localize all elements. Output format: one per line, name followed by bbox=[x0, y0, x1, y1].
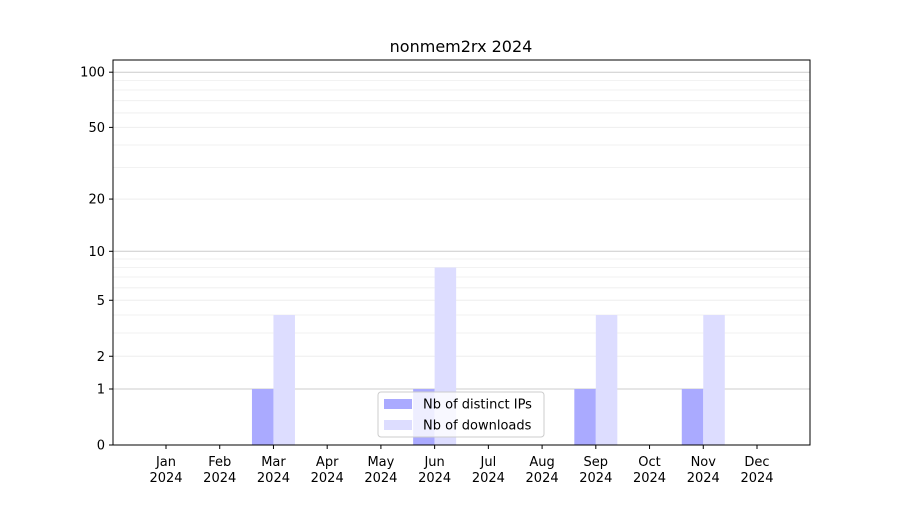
x-tick-label: Dec bbox=[744, 455, 769, 470]
y-tick-label: 100 bbox=[80, 66, 105, 81]
bar-downloads bbox=[703, 314, 725, 445]
x-tick-label: 2024 bbox=[472, 471, 505, 486]
x-tick-label: 2024 bbox=[311, 471, 344, 486]
bar-distinct-ips bbox=[681, 389, 704, 445]
x-axis: Jan2024Feb2024Mar2024Apr2024May2024Jun20… bbox=[149, 445, 774, 486]
y-axis: 0 1 2 5 10 20 50 100 bbox=[80, 66, 113, 454]
chart-title: nonmem2rx 2024 bbox=[390, 37, 533, 56]
plot-frame bbox=[112, 59, 811, 446]
x-tick-label: 2024 bbox=[687, 471, 720, 486]
x-tick-label: 2024 bbox=[257, 471, 290, 486]
y-tick-label: 50 bbox=[88, 121, 105, 136]
x-tick-label: Nov bbox=[691, 455, 717, 470]
x-tick-label: 2024 bbox=[526, 471, 559, 486]
legend: Nb of distinct IPs Nb of downloads bbox=[377, 391, 545, 438]
bar-downloads bbox=[595, 314, 618, 445]
x-tick-label: Feb bbox=[208, 455, 231, 470]
bar-distinct-ips bbox=[574, 389, 596, 445]
x-tick-label: Jun bbox=[423, 455, 444, 470]
x-tick-label: 2024 bbox=[633, 471, 666, 486]
y-tick-label: 5 bbox=[97, 294, 105, 309]
x-tick-label: Jul bbox=[480, 455, 497, 470]
legend-swatch bbox=[384, 420, 412, 430]
x-tick-label: 2024 bbox=[149, 471, 182, 486]
x-tick-label: Oct bbox=[638, 455, 660, 470]
x-tick-label: May bbox=[367, 455, 394, 470]
y-tick-label: 2 bbox=[97, 350, 105, 365]
x-tick-label: Apr bbox=[316, 455, 339, 470]
bar-distinct-ips bbox=[251, 389, 274, 445]
legend-box bbox=[377, 391, 545, 438]
x-tick-label: Jan bbox=[155, 455, 176, 470]
y-tick-label: 1 bbox=[97, 383, 105, 398]
x-tick-label: Mar bbox=[261, 455, 286, 470]
x-tick-label: 2024 bbox=[740, 471, 773, 486]
legend-label: Nb of distinct IPs bbox=[423, 398, 532, 413]
x-tick-label: Aug bbox=[529, 455, 554, 470]
x-tick-label: 2024 bbox=[364, 471, 397, 486]
y-tick-label: 10 bbox=[88, 245, 105, 260]
bar-downloads bbox=[273, 314, 295, 445]
x-tick-label: Sep bbox=[584, 455, 609, 470]
legend-label: Nb of downloads bbox=[423, 419, 532, 434]
x-tick-label: 2024 bbox=[579, 471, 612, 486]
x-tick-label: 2024 bbox=[203, 471, 236, 486]
x-tick-label: 2024 bbox=[418, 471, 451, 486]
legend-swatch bbox=[384, 399, 412, 409]
y-tick-label: 20 bbox=[88, 193, 105, 208]
y-tick-label: 0 bbox=[97, 439, 105, 454]
